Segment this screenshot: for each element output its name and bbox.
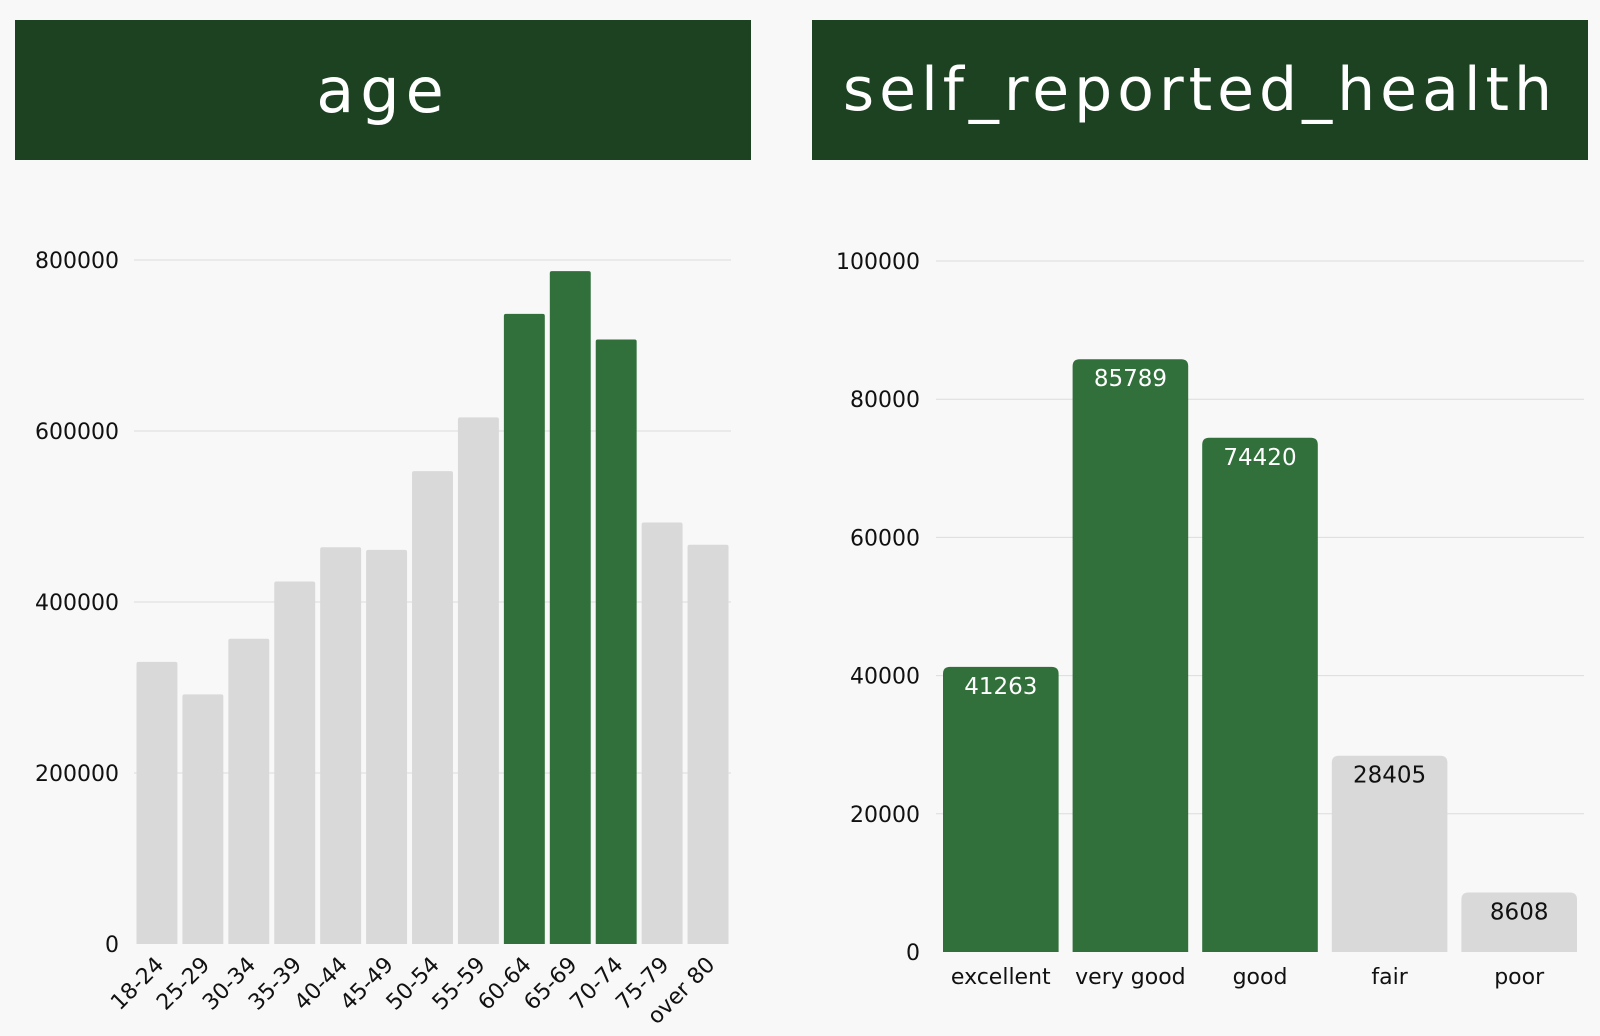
health-x-tick-label: poor bbox=[1494, 965, 1545, 990]
age-chart-title: age bbox=[15, 20, 751, 160]
health-data-label: 28405 bbox=[1353, 763, 1426, 789]
health-bar-chart: 0 20000 40000 60000 80000 100000 excellent 4126… bbox=[836, 250, 1584, 990]
age-bar bbox=[136, 661, 178, 944]
health-y-tick-label: 40000 bbox=[850, 665, 920, 690]
age-bar bbox=[641, 522, 683, 944]
health-y-tick-label: 20000 bbox=[850, 803, 920, 828]
health-bar bbox=[943, 666, 1059, 952]
age-y-tick-label: 200000 bbox=[35, 762, 119, 787]
age-y-tick-label: 600000 bbox=[35, 420, 119, 445]
age-bar bbox=[503, 313, 545, 944]
age-y-tick-label: 400000 bbox=[35, 591, 119, 616]
health-x-tick-label: fair bbox=[1371, 965, 1408, 990]
health-x-tick-label: very good bbox=[1075, 965, 1185, 990]
health-data-label: 41263 bbox=[964, 674, 1037, 700]
age-bar bbox=[182, 694, 224, 944]
health-x-tick-label: excellent bbox=[951, 965, 1051, 990]
age-bar bbox=[228, 638, 270, 944]
age-bar bbox=[366, 549, 408, 944]
age-y-tick-label: 0 bbox=[105, 933, 119, 958]
age-bar bbox=[320, 547, 362, 944]
health-y-tick-label: 0 bbox=[906, 941, 920, 966]
health-data-label: 74420 bbox=[1223, 445, 1296, 471]
health-data-label: 85789 bbox=[1094, 366, 1167, 392]
health-x-tick-label: good bbox=[1233, 965, 1288, 990]
health-bar bbox=[1202, 437, 1318, 952]
age-bar bbox=[412, 471, 453, 944]
health-y-tick-label: 80000 bbox=[850, 388, 920, 413]
health-y-tick-label: 60000 bbox=[850, 526, 920, 551]
age-bar bbox=[549, 271, 591, 944]
health-bar bbox=[1072, 359, 1189, 952]
health-chart-title: self_reported_health bbox=[812, 20, 1588, 160]
age-bar bbox=[274, 581, 316, 944]
health-bar bbox=[1331, 755, 1448, 952]
health-bar bbox=[1461, 892, 1577, 952]
age-bar-chart: 020000040000060000080000018-2425-2930-34… bbox=[35, 249, 731, 1030]
health-y-tick-label: 100000 bbox=[836, 250, 920, 275]
health-data-label: 8608 bbox=[1490, 900, 1549, 926]
age-bar bbox=[457, 417, 499, 944]
age-bar bbox=[595, 339, 637, 944]
age-y-tick-label: 800000 bbox=[35, 249, 119, 274]
age-bar bbox=[687, 544, 729, 944]
